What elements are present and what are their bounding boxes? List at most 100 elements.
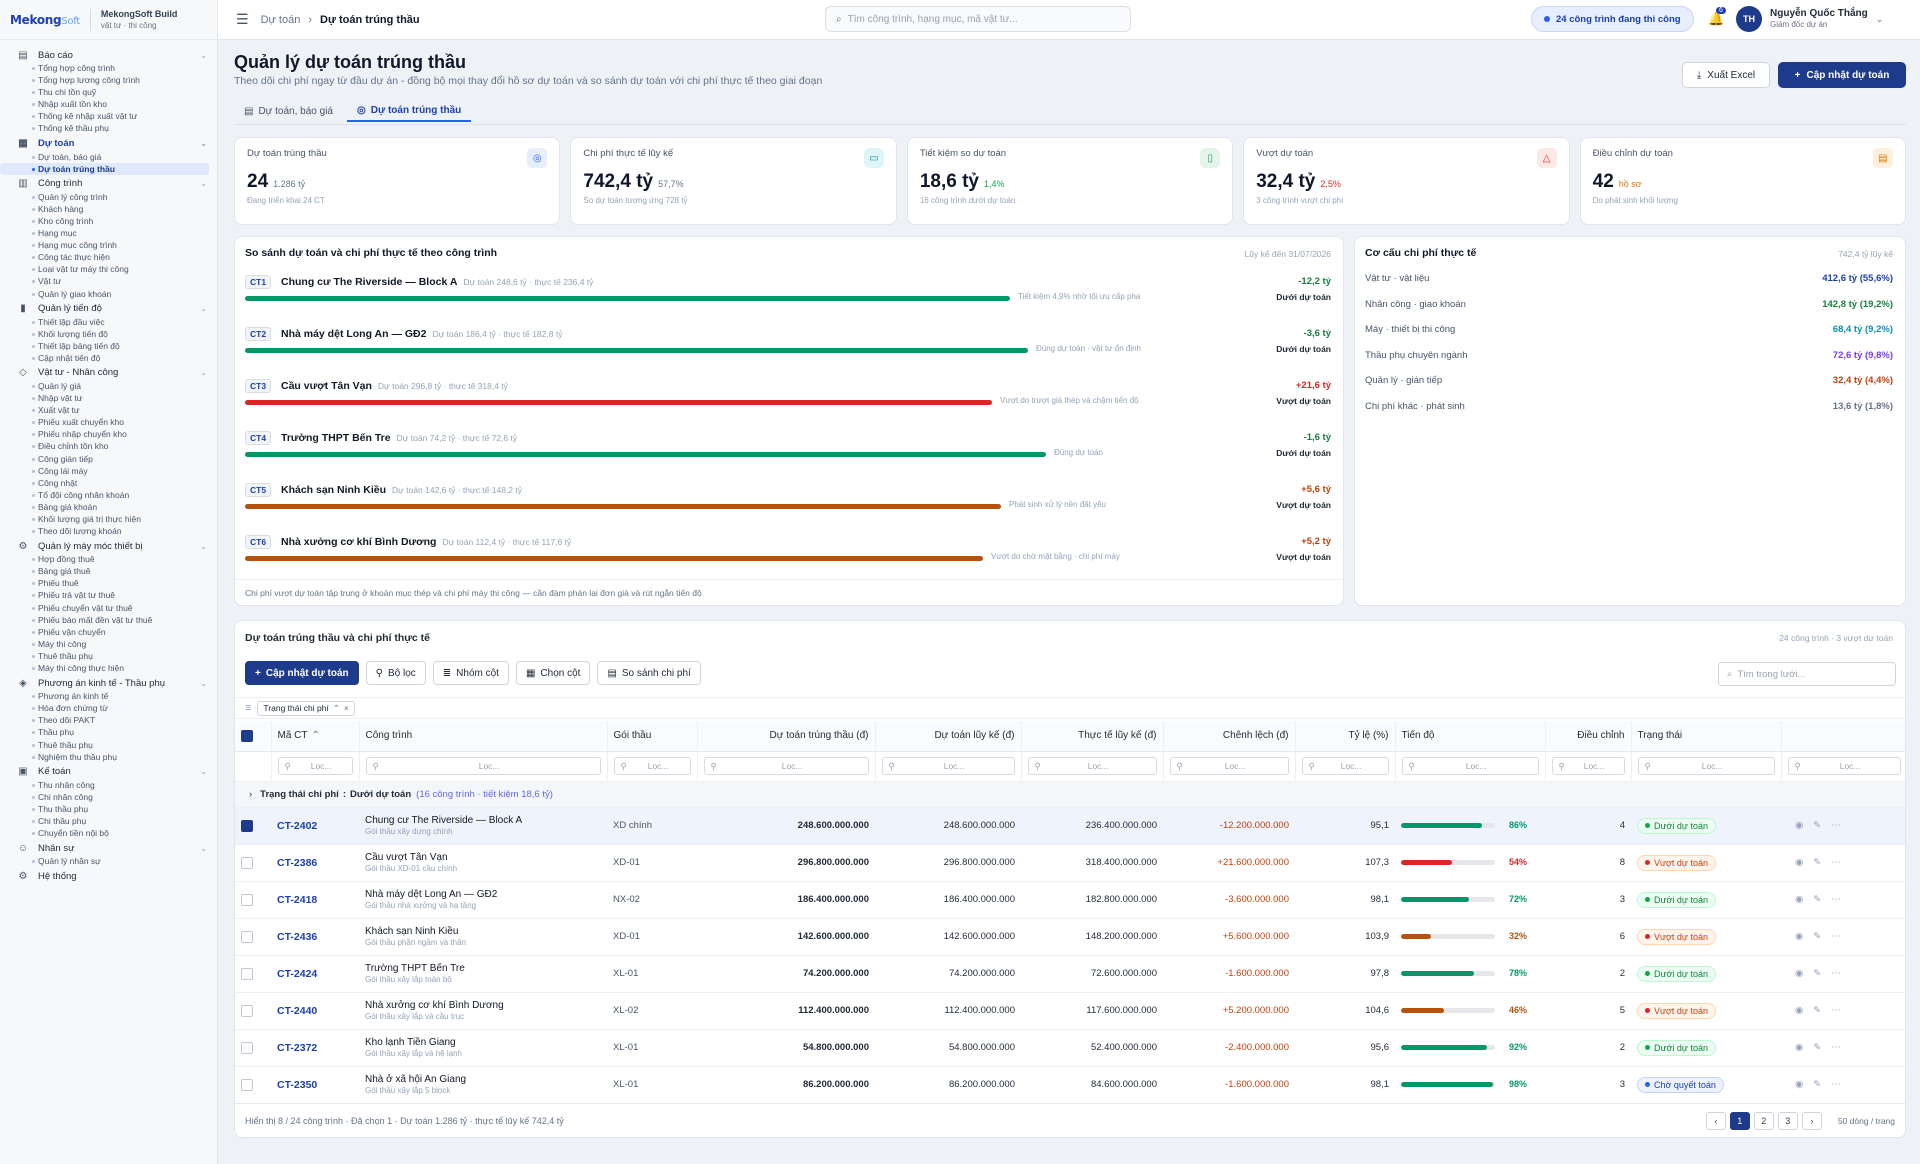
comparison-row[interactable]: CT4 Trường THPT Bến Tre Dự toán 74,2 tỷ · … (245, 431, 1331, 483)
sidebar-group-phuong-an-kinh-te-thau-phu[interactable]: ◈ Phương án kinh tế - Thầu phụ ⌄ (0, 676, 217, 690)
column-header-du-toan-trung-thau-d[interactable]: Dự toán trúng thầu (đ) (697, 721, 876, 752)
column-filter-input[interactable]: ⚲ Lọc... (1551, 757, 1625, 775)
close-icon[interactable]: × (343, 703, 349, 713)
sidebar-item-phuong-an-kinh-te[interactable]: Phương án kinh tế (0, 690, 217, 702)
eye-icon[interactable]: ◉ (1795, 894, 1804, 905)
page-3-button[interactable]: 3 (1777, 1112, 1798, 1130)
project-code-link[interactable]: CT-2350 (271, 1066, 359, 1104)
table-row[interactable]: CT-2350 Nhà ở xã hội An Giang Gói thầu xây… (235, 1066, 1905, 1104)
next-page-button[interactable]: › (1801, 1112, 1822, 1130)
sidebar-item-thong-ke-thau-phu[interactable]: Thống kê thầu phụ (0, 122, 217, 134)
rows-per-page[interactable]: 50 dòng / trang (1837, 1116, 1895, 1126)
sidebar-item-bang-gia-thue[interactable]: Bảng giá thuê (0, 565, 217, 577)
column-header-trang-thai[interactable]: Trạng thái (1631, 721, 1782, 752)
column-filter-input[interactable]: ⚲ Lọc... (1401, 757, 1539, 775)
comparison-row[interactable]: CT2 Nhà máy dệt Long An — GĐ2 Dự toán 186,… (245, 327, 1331, 379)
sidebar-item-phieu-tra-vat-tu-thue[interactable]: Phiếu trả vật tư thuê (0, 589, 217, 601)
column-header-goi-thau[interactable]: Gói thầu (607, 721, 698, 752)
sidebar-item-hang-muc-cong-trinh[interactable]: Hạng mục công trình (0, 239, 217, 251)
sidebar-item-thu-chi-ton-quy[interactable]: Thu chi tồn quỹ (0, 86, 217, 98)
sidebar-item-thue-thau-phu[interactable]: Thuê thầu phụ (0, 739, 217, 751)
sidebar-item-phieu-thue[interactable]: Phiếu thuê (0, 577, 217, 589)
sidebar-item-cap-nhat-tien-do[interactable]: Cập nhật tiến độ (0, 352, 217, 364)
sidebar-item-to-doi-cong-nhan-khoan[interactable]: Tổ đội công nhân khoán (0, 489, 217, 501)
sidebar-item-quan-ly-giao-khoan[interactable]: Quản lý giao khoán (0, 288, 217, 300)
column-filter-input[interactable]: ⚲ Lọc... (1169, 757, 1289, 775)
comparison-row[interactable]: CT3 Cầu vượt Tân Vạn Dự toán 296,8 tỷ · th… (245, 379, 1331, 431)
table-row[interactable]: CT-2436 Khách sạn Ninh Kiều Gói thầu phần … (235, 918, 1905, 956)
edit-icon[interactable]: ✎ (1813, 1042, 1822, 1053)
sidebar-group-du-toan[interactable]: ▦ Dự toán ⌄ (0, 137, 217, 151)
sidebar-item-may-thi-cong[interactable]: Máy thi công (0, 638, 217, 650)
menu-icon[interactable]: ☰ (236, 11, 249, 27)
column-header-ty-le[interactable]: Tỷ lệ (%) (1295, 721, 1396, 752)
sidebar-item-thu-nhan-cong[interactable]: Thu nhân công (0, 779, 217, 791)
sidebar-item-nhap-xuat-ton-kho[interactable]: Nhập xuất tồn kho (0, 98, 217, 110)
sidebar-item-chi-nhan-cong[interactable]: Chi nhân công (0, 791, 217, 803)
row-checkbox[interactable] (241, 893, 253, 906)
column-header-du-toan-luy-ke-d[interactable]: Dự toán lũy kế (đ) (875, 721, 1022, 752)
column-header-thuc-te-luy-ke-d[interactable]: Thực tế lũy kế (đ) (1021, 721, 1164, 752)
eye-icon[interactable]: ◉ (1795, 968, 1804, 979)
tab-winning-estimate[interactable]: ◎ Dự toán trúng thầu (346, 100, 472, 122)
global-search-input[interactable]: ⌕ Tìm công trình, hạng mục, mã vật tư... (825, 6, 1131, 32)
sidebar-item-phieu-bao-mat-den-vat-tu-thue[interactable]: Phiếu báo mất đền vật tư thuê (0, 614, 217, 626)
sidebar-item-thue-thau-phu[interactable]: Thuê thầu phụ (0, 650, 217, 662)
project-code-link[interactable]: CT-2418 (271, 881, 359, 919)
edit-icon[interactable]: ✎ (1813, 894, 1822, 905)
edit-icon[interactable]: ✎ (1813, 857, 1822, 868)
sidebar-item-chuyen-tien-noi-bo[interactable]: Chuyển tiền nội bộ (0, 827, 217, 839)
row-checkbox[interactable] (241, 856, 253, 869)
group-chip[interactable]: Trạng thái chi phí ⌃ × (257, 700, 355, 716)
column-header-tien-do[interactable]: Tiến độ (1395, 721, 1546, 752)
column-header-dieu-chinh[interactable]: Điều chỉnh (1545, 721, 1632, 752)
sidebar-item-phieu-chuyen-vat-tu-thue[interactable]: Phiếu chuyển vật tư thuê (0, 602, 217, 614)
brand[interactable]: MekongSoft MekongSoft Build vật tư · thi … (0, 0, 217, 40)
project-code-link[interactable]: CT-2386 (271, 844, 359, 882)
sidebar-item-kho-cong-trinh[interactable]: Kho công trình (0, 215, 217, 227)
sidebar-item-du-toan-bao-gia[interactable]: Dự toán, báo giá (0, 151, 217, 163)
more-icon[interactable]: ⋯ (1831, 931, 1841, 942)
sidebar-item-thau-phu[interactable]: Thầu phụ (0, 726, 217, 738)
sidebar-item-tong-hop-cong-trinh[interactable]: Tổng hợp công trình (0, 62, 217, 74)
cap-nhat-du-toan-button[interactable]: + Cập nhật dự toán (245, 661, 359, 685)
more-icon[interactable]: ⋯ (1831, 1005, 1841, 1016)
more-icon[interactable]: ⋯ (1831, 1079, 1841, 1090)
bell-icon[interactable]: 🔔 6 (1708, 7, 1726, 26)
edit-icon[interactable]: ✎ (1813, 1079, 1822, 1090)
sidebar-group-ke-toan[interactable]: ▣ Kế toán ⌄ (0, 765, 217, 779)
page-1-button[interactable]: 1 (1729, 1112, 1750, 1130)
sidebar-group-nhan-su[interactable]: ☺ Nhân sự ⌄ (17, 842, 207, 854)
table-row[interactable]: CT-2424 Trường THPT Bến Tre Gói thầu xây l… (235, 955, 1905, 993)
sidebar-item-hoa-don-chung-tu[interactable]: Hóa đơn chứng từ (0, 702, 217, 714)
column-filter-input[interactable]: ⚲ Lọc... (613, 757, 691, 775)
prev-page-button[interactable]: ‹ (1705, 1112, 1726, 1130)
chon-cot-button[interactable]: ▦ Chọn cột (515, 661, 591, 685)
sidebar-item-cong-lai-may[interactable]: Công lái máy (0, 465, 217, 477)
sidebar-item-nghiem-thu-thau-phu[interactable]: Nghiệm thu thầu phụ (0, 751, 217, 763)
sidebar-item-khoi-luong-gia-tri-thuc-hien[interactable]: Khối lượng giá trị thực hiện (0, 513, 217, 525)
row-checkbox[interactable] (241, 819, 253, 832)
sidebar-item-bang-gia-khoan[interactable]: Bảng giá khoán (0, 501, 217, 513)
table-row[interactable]: CT-2372 Kho lạnh Tiền Giang Gói thầu xây l… (235, 1029, 1905, 1067)
table-row[interactable]: CT-2440 Nhà xưởng cơ khí Bình Dương Gói th… (235, 992, 1905, 1030)
sidebar-item-nhap-vat-tu[interactable]: Nhập vật tư (0, 392, 217, 404)
edit-icon[interactable]: ✎ (1813, 820, 1822, 831)
column-header-chenh-lech-d[interactable]: Chênh lệch (đ) (1163, 721, 1296, 752)
column-filter-input[interactable]: ⚲ Lọc... (1301, 757, 1389, 775)
column-filter-input[interactable]: ⚲ Lọc... (1787, 757, 1901, 775)
sidebar-item-tong-hop-luong-cong-trinh[interactable]: Tổng hợp lương công trình (0, 74, 217, 86)
eye-icon[interactable]: ◉ (1795, 931, 1804, 942)
more-icon[interactable]: ⋯ (1831, 857, 1841, 868)
sidebar-item-thiet-lap-bang-tien-do[interactable]: Thiết lập bảng tiến độ (0, 340, 217, 352)
export-excel-button[interactable]: ⤓ Xuất Excel (1682, 62, 1770, 88)
sidebar-group-vat-tu-nhan-cong[interactable]: ◇ Vật tư - Nhân công ⌄ (0, 366, 217, 380)
group-row[interactable]: › Trạng thái chi phí: Dưới dự toán (16 công… (235, 781, 1905, 808)
sidebar-item-phieu-xuat-chuyen-kho[interactable]: Phiếu xuất chuyển kho (0, 416, 217, 428)
sidebar-item-quan-ly-nhan-su[interactable]: Quản lý nhân sự (0, 855, 217, 867)
sidebar-item-thu-thau-phu[interactable]: Thu thầu phụ (0, 803, 217, 815)
sidebar-item-dieu-chinh-ton-kho[interactable]: Điều chỉnh tồn kho (0, 440, 217, 452)
sidebar-item-cong-nhat[interactable]: Công nhật (0, 477, 217, 489)
sidebar-item-theo-doi-pakt[interactable]: Theo dõi PAKT (0, 714, 217, 726)
